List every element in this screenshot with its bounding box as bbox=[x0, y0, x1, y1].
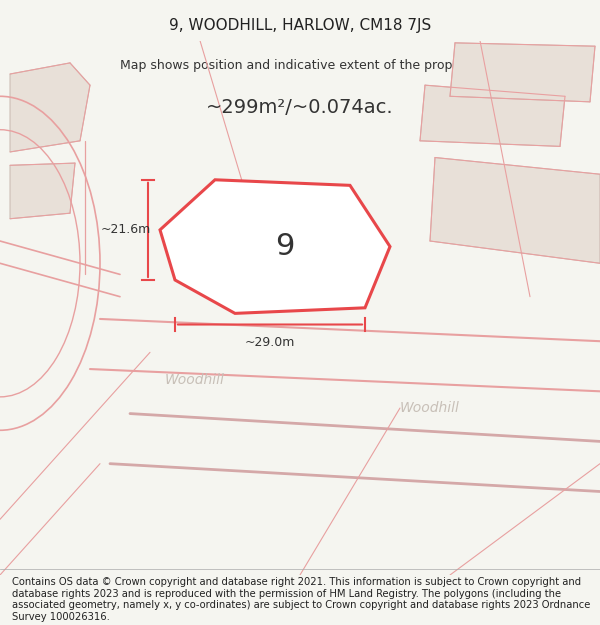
Polygon shape bbox=[430, 158, 600, 263]
Polygon shape bbox=[160, 180, 390, 313]
Text: Woodhill: Woodhill bbox=[165, 373, 225, 387]
Text: ~299m²/~0.074ac.: ~299m²/~0.074ac. bbox=[206, 98, 394, 117]
Text: Contains OS data © Crown copyright and database right 2021. This information is : Contains OS data © Crown copyright and d… bbox=[12, 578, 590, 622]
Polygon shape bbox=[10, 63, 90, 152]
Text: ~21.6m: ~21.6m bbox=[101, 223, 151, 236]
Text: Map shows position and indicative extent of the property.: Map shows position and indicative extent… bbox=[120, 59, 480, 72]
Polygon shape bbox=[10, 163, 75, 219]
Text: Woodhill: Woodhill bbox=[400, 401, 460, 415]
Polygon shape bbox=[450, 43, 595, 102]
Text: 9: 9 bbox=[275, 232, 295, 261]
Text: 9, WOODHILL, HARLOW, CM18 7JS: 9, WOODHILL, HARLOW, CM18 7JS bbox=[169, 18, 431, 33]
Polygon shape bbox=[420, 85, 565, 146]
Text: ~29.0m: ~29.0m bbox=[245, 336, 295, 349]
